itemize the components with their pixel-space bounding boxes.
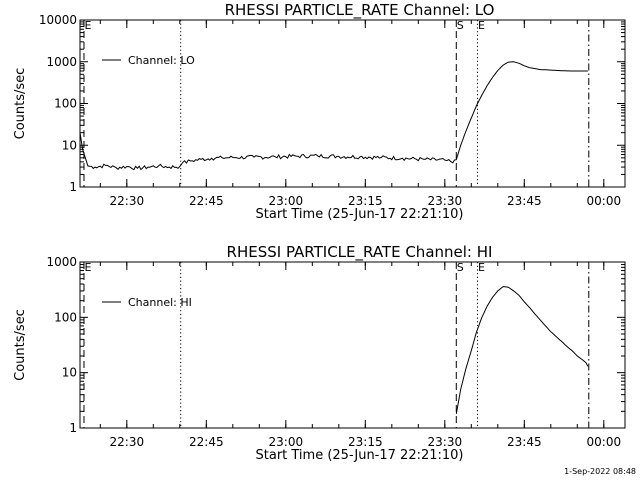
x-tick-label: 23:45	[507, 194, 542, 208]
hi-channel-panel: RHESSI PARTICLE_RATE Channel: HI 1 10 100 10…	[13, 243, 626, 463]
y-tick-label: 1000	[46, 55, 77, 69]
y-tick-label: 100	[54, 97, 77, 111]
legend-label: Channel: HI	[128, 296, 192, 309]
x-axis-label: Start Time (25-Jun-17 22:21:10)	[256, 448, 464, 463]
legend-label: Channel: LO	[128, 54, 195, 67]
y-tick-label: 1000	[46, 255, 77, 269]
y-tick-label: 100	[54, 310, 77, 324]
y-tick-label: 10	[62, 366, 77, 380]
x-tick-label: 23:00	[269, 435, 304, 449]
x-tick-label: 23:15	[348, 435, 383, 449]
x-tick-label: 22:45	[189, 435, 224, 449]
lo-channel-panel: RHESSI PARTICLE_RATE Channel: LO 1 10 100 10…	[13, 1, 626, 222]
chart-title: RHESSI PARTICLE_RATE Channel: LO	[225, 1, 495, 20]
x-tick-label: 22:30	[110, 435, 145, 449]
y-tick-label: 1	[69, 180, 77, 194]
time-marker-letter: E	[478, 261, 485, 274]
x-tick-label: 00:00	[587, 194, 622, 208]
plot-frame	[79, 261, 626, 429]
y-axis-label: Counts/sec	[13, 309, 28, 381]
time-marker-letter: E	[84, 261, 91, 274]
series-line	[79, 61, 588, 171]
time-marker-letter: E	[84, 19, 91, 32]
time-marker-letter: S	[457, 261, 464, 274]
x-tick-label: 23:30	[428, 435, 463, 449]
y-tick-label: 10	[62, 138, 77, 152]
y-axis-label: Counts/sec	[13, 68, 28, 140]
y-tick-label: 1	[69, 421, 77, 435]
series-line	[455, 286, 589, 414]
x-tick-label: 22:30	[110, 194, 145, 208]
x-tick-label: 23:00	[269, 194, 304, 208]
x-tick-label: 00:00	[587, 435, 622, 449]
x-tick-label: 22:45	[189, 194, 224, 208]
x-tick-label: 23:15	[348, 194, 383, 208]
plot-frame	[79, 19, 626, 188]
x-tick-label: 23:45	[507, 435, 542, 449]
y-tick-label: 10000	[39, 13, 77, 27]
x-axis-label: Start Time (25-Jun-17 22:21:10)	[256, 207, 464, 222]
footer-timestamp: 1-Sep-2022 08:48	[564, 467, 636, 476]
chart-title: RHESSI PARTICLE_RATE Channel: HI	[227, 243, 493, 262]
time-marker-letter: S	[457, 19, 464, 32]
time-marker-letter: E	[478, 19, 485, 32]
x-tick-label: 23:30	[428, 194, 463, 208]
